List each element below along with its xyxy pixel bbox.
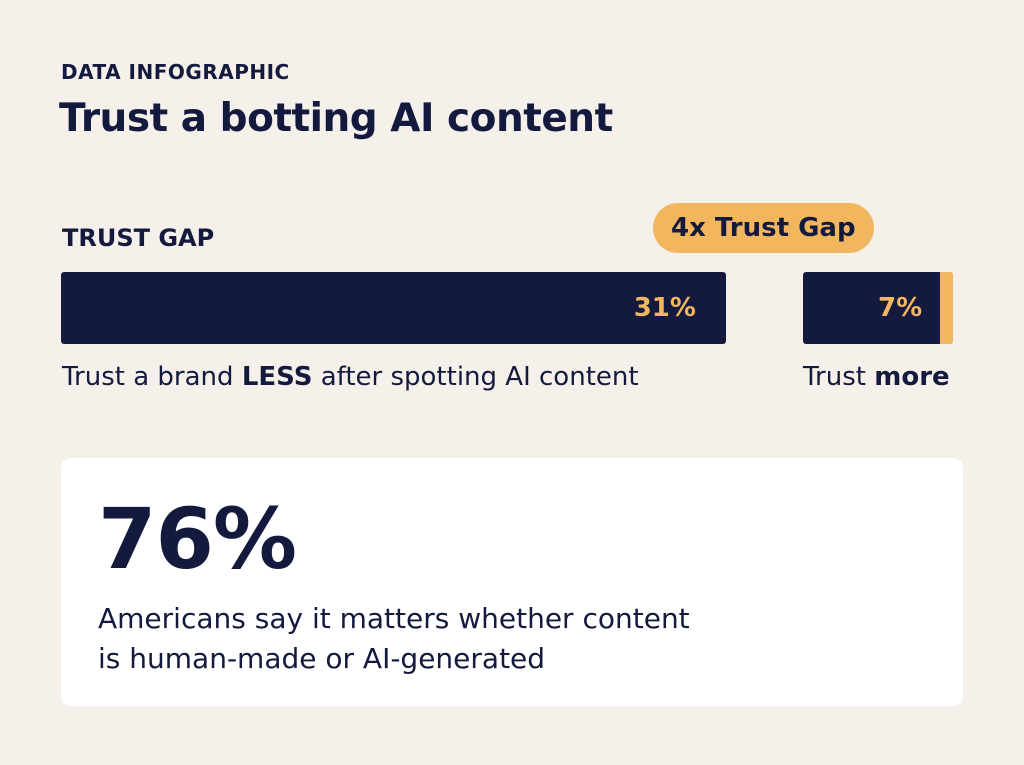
eyebrow: DATA INFOGRAPHIC — [61, 60, 290, 84]
caption-text: Trust — [803, 362, 875, 392]
badge: 4x Trust Gap — [653, 203, 874, 253]
stat-text: Americans say it matters whether content — [98, 602, 690, 635]
bar: 31% — [61, 272, 726, 344]
title: Trust a botting AI content — [59, 96, 613, 141]
caption-emphasis: more — [874, 362, 950, 392]
caption-text: Trust a brand — [62, 362, 242, 392]
bar-caption: Trust a brand LESS after spotting AI con… — [62, 362, 639, 392]
bar-value-label: 31% — [633, 293, 696, 323]
caption-text: after spotting AI content — [312, 362, 639, 392]
caption-emphasis: LESS — [241, 362, 313, 392]
stat-text: is human-made or AI-generated — [98, 642, 546, 675]
bar-value-label: 7% — [877, 293, 923, 323]
stat-card — [61, 458, 963, 706]
bar-caption: Trust more — [803, 362, 950, 392]
stat-value: 76% — [98, 490, 297, 588]
section-label: TRUST GAP — [62, 224, 215, 252]
bar: 7% — [803, 272, 954, 344]
